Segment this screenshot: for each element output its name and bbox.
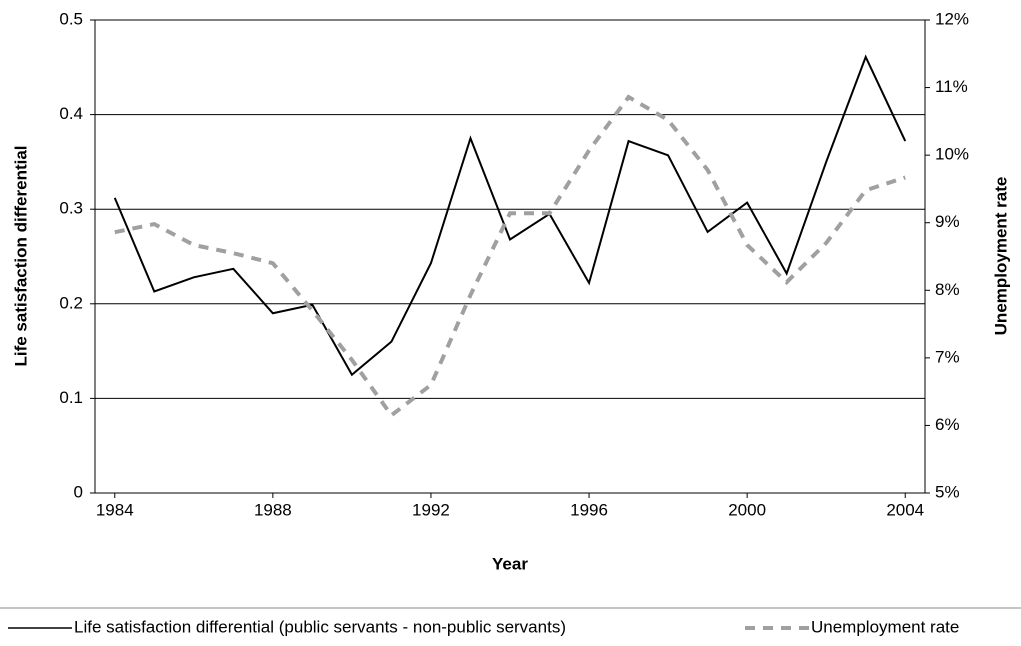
y-tick-label: 0	[74, 482, 83, 501]
y2-tick-label: 5%	[935, 482, 960, 501]
x-tick-label: 1996	[570, 500, 608, 519]
y-axis-title: Life satisfaction differential	[11, 145, 30, 366]
legend-label: Unemployment rate	[811, 617, 959, 636]
legend-label: Life satisfaction differential (public s…	[74, 617, 566, 636]
y2-tick-label: 9%	[935, 212, 960, 231]
x-tick-label: 2000	[728, 500, 766, 519]
x-tick-label: 1988	[254, 500, 292, 519]
y-tick-label: 0.4	[59, 104, 83, 123]
x-tick-label: 1992	[412, 500, 450, 519]
y2-tick-label: 8%	[935, 280, 960, 299]
y2-tick-label: 11%	[935, 77, 968, 96]
y2-tick-label: 12%	[935, 9, 969, 28]
x-axis-title: Year	[492, 554, 528, 573]
series-line	[113, 54, 907, 377]
y-tick-label: 0.2	[59, 293, 83, 312]
x-tick-label: 2004	[886, 500, 924, 519]
x-tick-label: 1984	[96, 500, 134, 519]
y-tick-label: 0.1	[59, 388, 83, 407]
y2-tick-label: 6%	[935, 415, 960, 434]
y-tick-label: 0.5	[59, 9, 83, 28]
y2-tick-label: 10%	[935, 145, 969, 164]
series-line	[114, 94, 906, 419]
y-tick-label: 0.3	[59, 199, 83, 218]
y2-axis-title: Unemployment rate	[991, 177, 1010, 336]
y2-tick-label: 7%	[935, 347, 960, 366]
